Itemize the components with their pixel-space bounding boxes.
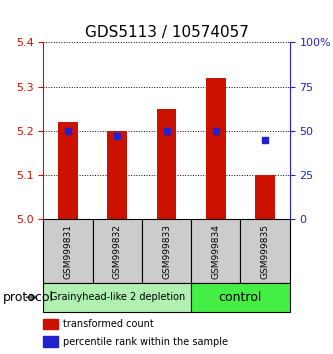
Point <box>213 128 218 134</box>
FancyBboxPatch shape <box>191 283 290 312</box>
Bar <box>157 109 176 219</box>
Text: transformed count: transformed count <box>63 319 154 329</box>
Text: GDS5113 / 10574057: GDS5113 / 10574057 <box>85 25 248 40</box>
Bar <box>43 336 58 347</box>
Text: GSM999831: GSM999831 <box>63 224 73 279</box>
FancyBboxPatch shape <box>240 219 290 283</box>
FancyBboxPatch shape <box>43 219 93 283</box>
Text: protocol: protocol <box>3 291 54 304</box>
Point <box>262 137 268 143</box>
Point <box>115 133 120 139</box>
Bar <box>107 131 127 219</box>
Text: control: control <box>219 291 262 304</box>
Text: GSM999833: GSM999833 <box>162 224 171 279</box>
Bar <box>58 122 78 219</box>
Bar <box>255 175 275 219</box>
Text: GSM999832: GSM999832 <box>113 224 122 279</box>
Text: Grainyhead-like 2 depletion: Grainyhead-like 2 depletion <box>50 292 185 302</box>
Text: GSM999835: GSM999835 <box>260 224 270 279</box>
Point <box>164 128 169 134</box>
Point <box>65 128 71 134</box>
Bar <box>43 319 58 329</box>
Text: GSM999834: GSM999834 <box>211 224 220 279</box>
FancyBboxPatch shape <box>93 219 142 283</box>
Text: percentile rank within the sample: percentile rank within the sample <box>63 337 228 347</box>
Bar <box>206 78 226 219</box>
FancyBboxPatch shape <box>43 283 191 312</box>
FancyBboxPatch shape <box>191 219 240 283</box>
FancyBboxPatch shape <box>142 219 191 283</box>
